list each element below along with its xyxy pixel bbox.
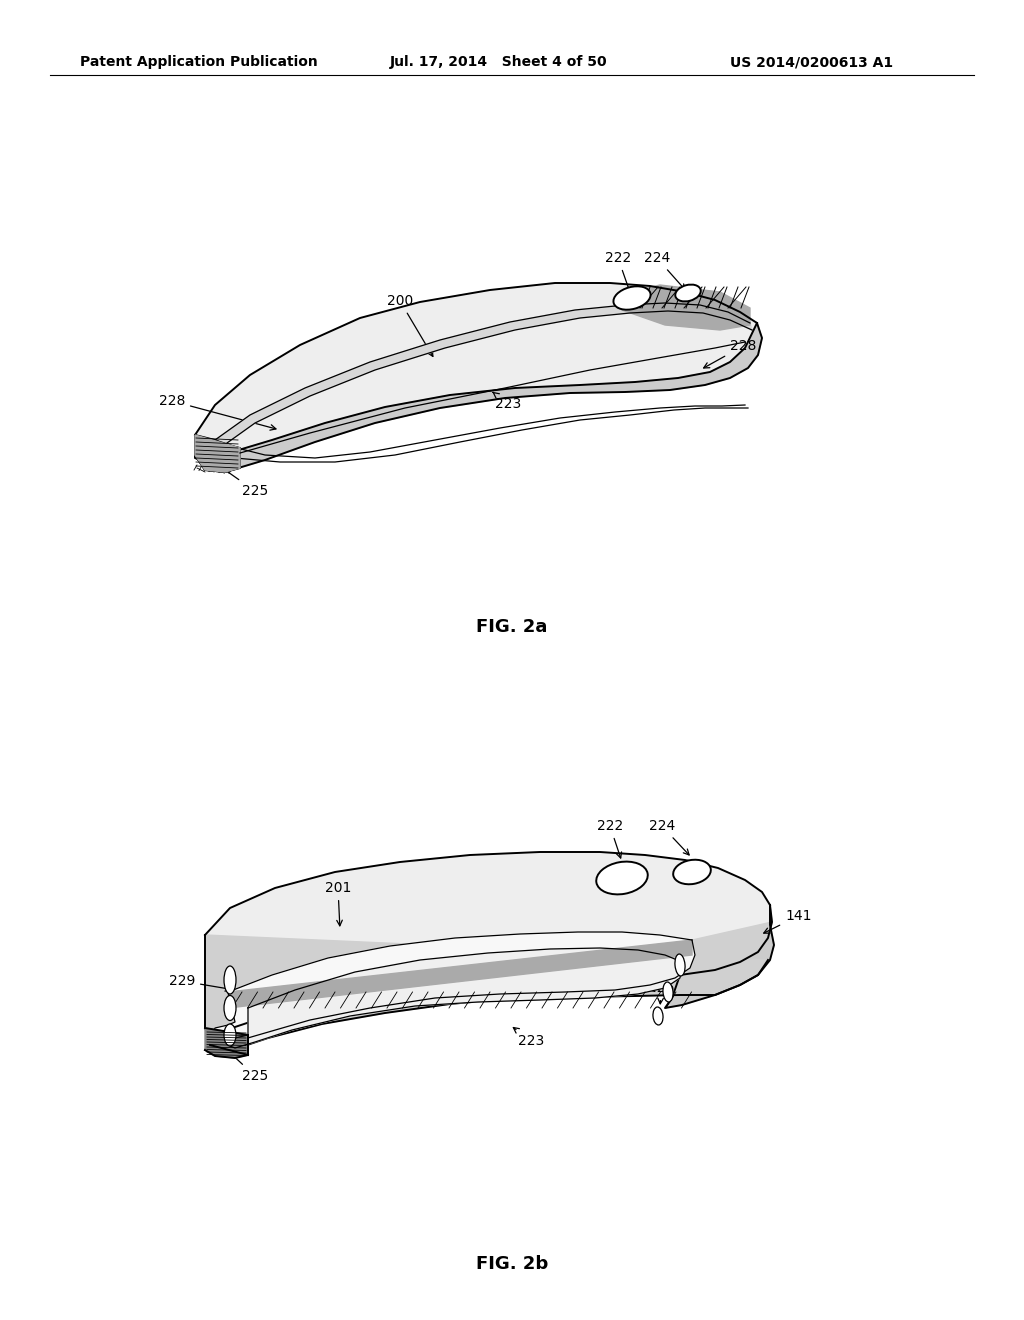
- Text: 228: 228: [159, 393, 276, 430]
- Text: 226: 226: [648, 981, 675, 1003]
- Ellipse shape: [675, 954, 685, 975]
- Polygon shape: [228, 940, 692, 1008]
- Polygon shape: [205, 921, 772, 1052]
- Text: 223: 223: [493, 392, 521, 411]
- Polygon shape: [195, 436, 240, 473]
- Polygon shape: [205, 1028, 248, 1059]
- Ellipse shape: [663, 982, 673, 1002]
- Polygon shape: [195, 436, 240, 473]
- Polygon shape: [210, 932, 695, 1045]
- Polygon shape: [195, 323, 762, 473]
- Text: 200: 200: [387, 294, 433, 356]
- Text: Patent Application Publication: Patent Application Publication: [80, 55, 317, 69]
- Text: 224: 224: [644, 251, 685, 290]
- Text: US 2014/0200613 A1: US 2014/0200613 A1: [730, 55, 893, 69]
- Text: 225: 225: [228, 1051, 268, 1082]
- Text: 222: 222: [605, 251, 632, 294]
- Ellipse shape: [675, 285, 700, 301]
- Polygon shape: [195, 282, 762, 473]
- Ellipse shape: [224, 1024, 236, 1045]
- Text: FIG. 2b: FIG. 2b: [476, 1255, 548, 1272]
- Polygon shape: [665, 906, 774, 1008]
- Polygon shape: [228, 948, 682, 1048]
- Ellipse shape: [224, 966, 236, 994]
- Text: 222: 222: [597, 818, 624, 858]
- Text: 224: 224: [649, 818, 689, 855]
- Polygon shape: [205, 851, 772, 1035]
- Ellipse shape: [224, 995, 236, 1020]
- Text: 229: 229: [169, 974, 230, 991]
- Ellipse shape: [673, 859, 711, 884]
- Text: 223: 223: [513, 1027, 544, 1048]
- Ellipse shape: [613, 286, 650, 310]
- Text: FIG. 2a: FIG. 2a: [476, 618, 548, 636]
- Polygon shape: [215, 304, 752, 447]
- Text: 228: 228: [703, 339, 757, 368]
- Text: 141: 141: [764, 909, 811, 933]
- Text: 225: 225: [221, 467, 268, 498]
- Text: 201: 201: [325, 880, 351, 925]
- Polygon shape: [618, 285, 750, 330]
- Ellipse shape: [653, 1007, 664, 1024]
- Text: Jul. 17, 2014   Sheet 4 of 50: Jul. 17, 2014 Sheet 4 of 50: [390, 55, 607, 69]
- Ellipse shape: [596, 862, 648, 895]
- Text: 229: 229: [640, 949, 667, 981]
